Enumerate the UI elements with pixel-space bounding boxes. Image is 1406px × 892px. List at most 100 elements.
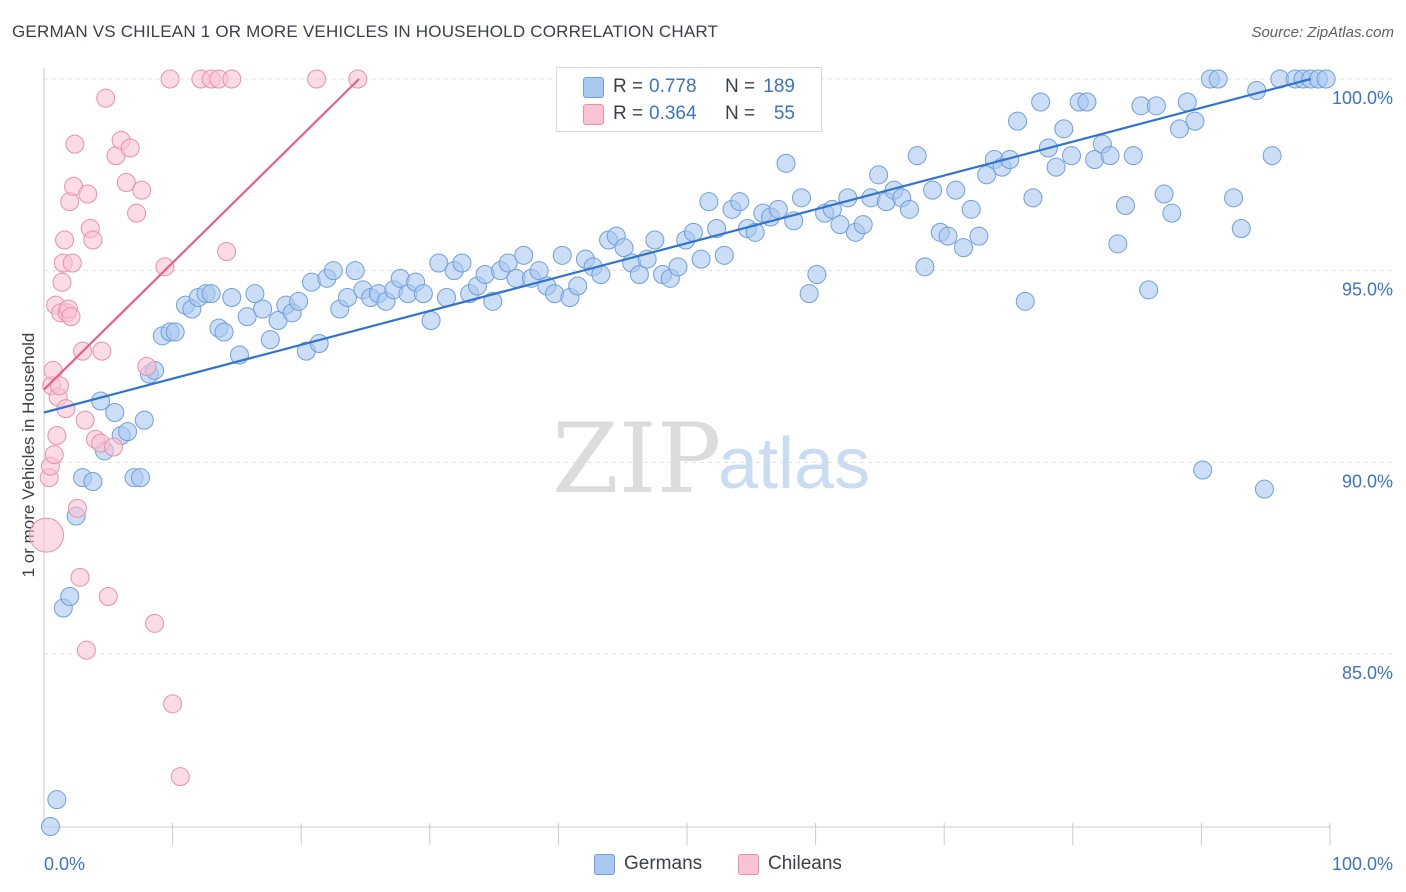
point-chileans	[78, 184, 98, 204]
point-chileans	[137, 357, 157, 376]
point-germans	[699, 192, 719, 212]
point-chileans	[61, 307, 81, 327]
point-chileans	[55, 230, 75, 250]
point-germans	[1015, 291, 1035, 311]
point-chileans	[70, 567, 90, 587]
point-germans	[907, 146, 927, 166]
legend-label-germans: Germans	[624, 853, 703, 874]
n-label: N =	[725, 103, 756, 124]
point-germans	[201, 284, 221, 304]
point-germans	[413, 284, 433, 304]
point-germans	[1008, 111, 1028, 131]
point-germans	[1123, 146, 1143, 166]
point-germans	[1146, 96, 1166, 116]
legend-swatch-germans	[583, 77, 604, 98]
point-chileans	[76, 640, 96, 660]
point-germans	[1100, 146, 1120, 166]
x-tick-label: 0.0%	[44, 854, 85, 874]
point-chileans	[222, 69, 242, 89]
point-chileans	[67, 498, 87, 518]
point-germans	[869, 165, 889, 185]
data-points	[29, 69, 1336, 836]
point-germans	[1231, 219, 1251, 238]
point-chileans	[155, 257, 175, 277]
point-germans	[838, 188, 858, 208]
point-germans	[429, 253, 449, 273]
point-chileans	[116, 173, 136, 192]
point-chileans	[29, 517, 65, 553]
point-germans	[40, 817, 60, 836]
point-germans	[47, 790, 67, 810]
point-chileans	[44, 445, 64, 465]
point-germans	[645, 230, 665, 250]
r-label: R =	[613, 103, 644, 124]
tick-labels: 85.0% 90.0% 95.0% 100.0% 0.0% 100.0%	[44, 88, 1393, 874]
stats-legend: R = 0.778 N = 189 R = 0.364 N = 55	[556, 67, 822, 132]
series-legend: Germans Chileans	[0, 852, 1406, 878]
trend-line-germans	[43, 77, 1311, 414]
y-tick-label: 100.0%	[1332, 88, 1393, 108]
point-chileans	[62, 253, 82, 273]
point-germans	[514, 245, 534, 265]
point-germans	[953, 238, 973, 258]
point-germans	[1062, 146, 1082, 166]
legend-swatch-germans	[594, 854, 615, 875]
legend-row-germans: R = 0.778 N = 189	[557, 74, 821, 100]
point-germans	[337, 288, 357, 307]
point-germans	[214, 322, 234, 342]
point-germans	[1177, 92, 1197, 112]
point-germans	[938, 226, 958, 246]
y-tick-label: 95.0%	[1342, 280, 1393, 300]
watermark-atlas: atlas	[718, 424, 870, 504]
point-chileans	[160, 69, 180, 89]
point-chileans	[47, 426, 67, 445]
point-germans	[830, 215, 850, 235]
point-germans	[1023, 188, 1043, 208]
point-chileans	[83, 230, 103, 250]
point-germans	[83, 472, 103, 491]
point-germans	[1054, 119, 1074, 139]
n-value: 55	[773, 103, 795, 124]
point-germans	[552, 245, 572, 265]
point-chileans	[163, 694, 183, 714]
point-germans	[946, 180, 966, 200]
point-germans	[1077, 92, 1097, 112]
point-chileans	[307, 69, 327, 89]
point-germans	[1154, 184, 1174, 204]
point-germans	[1316, 69, 1336, 89]
point-germans	[969, 226, 989, 246]
n-label: N =	[725, 76, 756, 97]
point-germans	[483, 291, 503, 311]
trend-lines	[43, 77, 1311, 414]
point-germans	[768, 199, 788, 219]
point-germans	[791, 188, 811, 208]
point-germans	[529, 261, 549, 281]
point-chileans	[145, 613, 165, 633]
point-germans	[222, 288, 242, 307]
y-tick-label: 85.0%	[1342, 663, 1393, 683]
point-germans	[776, 153, 796, 173]
point-germans	[1224, 188, 1244, 208]
point-chileans	[132, 180, 152, 200]
y-tick-label: 90.0%	[1342, 471, 1393, 491]
point-germans	[452, 253, 472, 273]
point-chileans	[96, 88, 116, 108]
point-chileans	[103, 437, 123, 457]
legend-label-chileans: Chileans	[768, 853, 842, 874]
r-value: 0.364	[649, 103, 697, 124]
legend-swatch-chileans	[583, 104, 604, 125]
point-chileans	[92, 341, 112, 361]
point-germans	[707, 219, 727, 238]
point-chileans	[127, 203, 147, 223]
point-germans	[730, 192, 750, 212]
point-germans	[237, 307, 257, 327]
point-germans	[853, 215, 873, 235]
point-germans	[1108, 234, 1128, 254]
point-germans	[165, 322, 185, 342]
axes	[43, 68, 1331, 845]
point-chileans	[98, 587, 118, 606]
point-chileans	[49, 376, 69, 396]
point-germans	[683, 222, 703, 242]
point-germans	[1139, 280, 1159, 300]
